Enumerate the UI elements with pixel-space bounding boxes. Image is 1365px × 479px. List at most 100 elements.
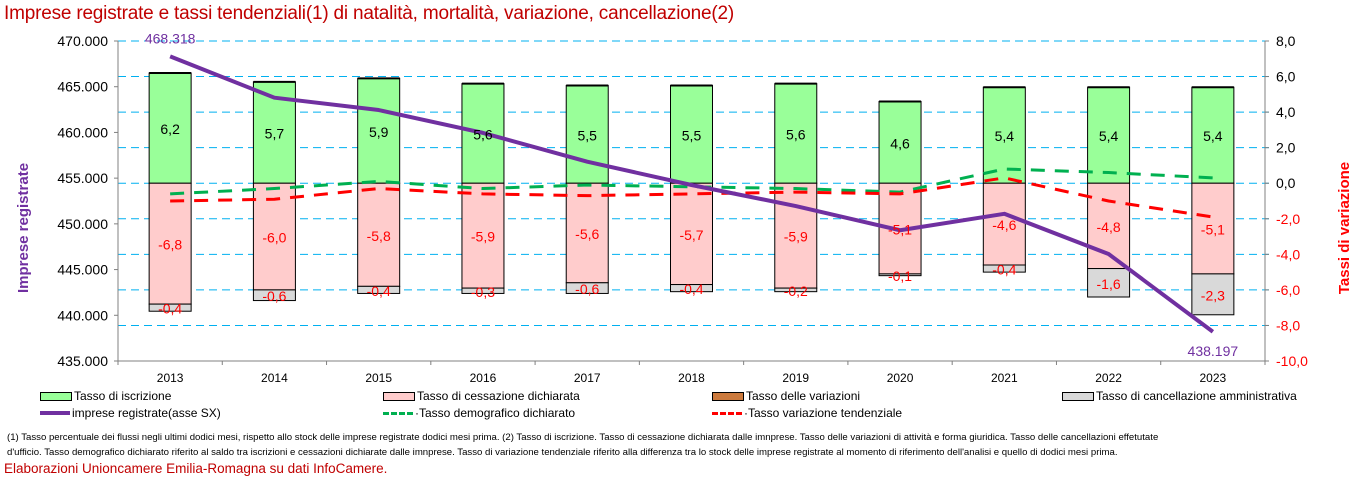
legend-item-imprese: imprese registrate(asse SX) [40,406,221,420]
data-label-cancellazione: -0,4 [367,283,391,299]
legend-swatch-variazioni [712,391,744,401]
data-label-cessazione: -5,8 [367,228,391,244]
legend-swatch-imprese [40,411,70,415]
x-axis-tick-label: 2019 [782,371,809,385]
legend-item-variazioni: Tasso delle variazioni [712,389,860,403]
x-axis-tick-label: 2022 [1095,371,1122,385]
bar-cancellazione [670,284,713,293]
data-label-iscrizione: 5,6 [473,126,493,142]
data-label-cessazione: -4,6 [992,217,1016,233]
data-label-iscrizione: 5,4 [995,128,1015,144]
bar-cancellazione [357,285,401,294]
data-label-cessazione: -6,0 [262,230,286,246]
left-axis-tick-label: 435.000 [57,353,108,369]
bar-cancellazione [565,282,609,294]
bar-iscrizione [878,100,922,184]
legend-label: imprese registrate(asse SX) [72,406,221,420]
bar-iscrizione [565,84,609,184]
data-label-cancellazione: -0,1 [888,268,912,284]
data-label-cessazione: -4,8 [1097,219,1121,235]
data-label-iscrizione: 4,6 [890,135,910,151]
data-label-cessazione: -5,1 [1201,222,1225,238]
chart-title: Imprese registrate e tassi tendenziali(1… [4,3,734,24]
bar-cancellazione [148,303,192,312]
bar-cessazione [461,182,505,289]
data-label-cancellazione: -0,4 [992,262,1016,278]
data-label-iscrizione: 5,7 [265,126,285,142]
right-axis-tick-label: 4,0 [1276,104,1296,120]
data-label-cancellazione: -0,4 [679,281,703,297]
data-label-cessazione: -5,6 [575,226,599,242]
data-label-cancellazione: -0,3 [471,284,495,300]
bar-cancellazione [1191,273,1235,316]
data-label-imprese: 468.318 [145,30,196,46]
bar-iscrizione [148,72,192,184]
x-axis-tick-label: 2021 [991,371,1018,385]
line-tasso-tendenziale [170,176,1214,219]
legend-swatch-cessazione [383,391,415,401]
bar-cancellazione [878,273,922,277]
right-axis-tick-label: -6,0 [1276,282,1300,298]
data-label-cancellazione: -1,6 [1097,276,1121,292]
bar-cessazione [252,182,296,291]
bar-cessazione [148,182,192,305]
data-label-cessazione: -5,9 [471,229,495,245]
legend-swatch-cancellazione [1062,391,1094,401]
legend-label: ·Tasso variazione tendenziale [744,406,903,420]
line-tasso-demografico [170,167,1213,196]
right-axis-tick-label: 6,0 [1276,69,1296,85]
x-axis-tick-label: 2016 [470,371,497,385]
x-axis-tick-label: 2020 [887,371,914,385]
data-label-cancellazione: -0,2 [784,283,808,299]
legend-swatch-iscrizione [40,391,72,401]
data-label-cessazione: -6,8 [158,237,182,253]
left-axis-tick-label: 460.000 [57,124,108,140]
data-label-iscrizione: 5,6 [786,126,806,142]
left-axis-tick-label: 465.000 [57,79,108,95]
left-axis-title: Imprese registrate [15,163,32,293]
x-axis-tick-label: 2023 [1200,371,1227,385]
bar-cancellazione [1087,268,1131,298]
bar-cancellazione [982,264,1026,273]
right-axis-tick-label: -10,0 [1276,353,1308,369]
legend-item-iscrizione: Tasso di iscrizione [40,389,171,403]
data-label-iscrizione: 5,5 [577,127,597,143]
x-axis-tick-label: 2017 [574,371,601,385]
data-label-iscrizione: 5,9 [369,124,389,140]
right-axis-tick-label: -2,0 [1276,211,1300,227]
right-axis-tick-label: -8,0 [1276,317,1300,333]
data-label-iscrizione: 5,4 [1099,128,1119,144]
left-axis-tick-label: 450.000 [57,216,108,232]
data-label-iscrizione: 6,2 [160,121,180,137]
source-note: Elaborazioni Unioncamere Emilia-Romagna … [4,461,388,476]
data-label-iscrizione: 5,4 [1203,128,1223,144]
chart: 435.000 440.000 445.000 450.000 455.000 460.0… [15,30,1353,385]
legend-swatch-tendenziale [712,411,742,415]
bar-cancellazione [774,287,818,293]
right-axis-tick-label: 0,0 [1276,175,1296,191]
footnote-line-2: d'ufficio. Tasso demografico dichiarato … [7,447,1118,458]
bar-cessazione [357,182,401,287]
legend-label: Tasso di cessazione dichiarata [417,389,580,403]
left-axis-tick-label: 455.000 [57,170,108,186]
x-axis-tick-label: 2015 [365,371,392,385]
data-label-iscrizione: 5,5 [682,127,702,143]
legend-item-tendenziale: ·Tasso variazione tendenziale [712,406,902,420]
right-axis-tick-label: -4,0 [1276,246,1300,262]
data-label-cessazione: -5,9 [784,229,808,245]
data-label-cancellazione: -0,4 [158,301,182,317]
legend-label: Tasso di iscrizione [74,389,172,403]
data-label-cessazione: -5,7 [679,227,703,243]
data-label-imprese: 438.197 [1188,343,1239,359]
legend-label: ·Tasso demografico dichiarato [415,406,576,420]
line-imprese-registrate [169,54,1215,334]
x-axis-tick-label: 2013 [157,371,184,385]
legend-item-demografico: ·Tasso demografico dichiarato [383,406,575,420]
footnote: (1) Tasso percentuale dei flussi negli u… [7,430,1357,460]
bar-cessazione [670,182,713,286]
right-axis-title: Tassi di variazione [1336,162,1353,294]
legend-item-cessazione: Tasso di cessazione dichiarata [383,389,580,403]
legend-label: Tasso delle variazioni [746,389,861,403]
left-axis-tick-label: 470.000 [57,33,108,49]
footnote-line-1: (1) Tasso percentuale dei flussi negli u… [7,432,1159,443]
